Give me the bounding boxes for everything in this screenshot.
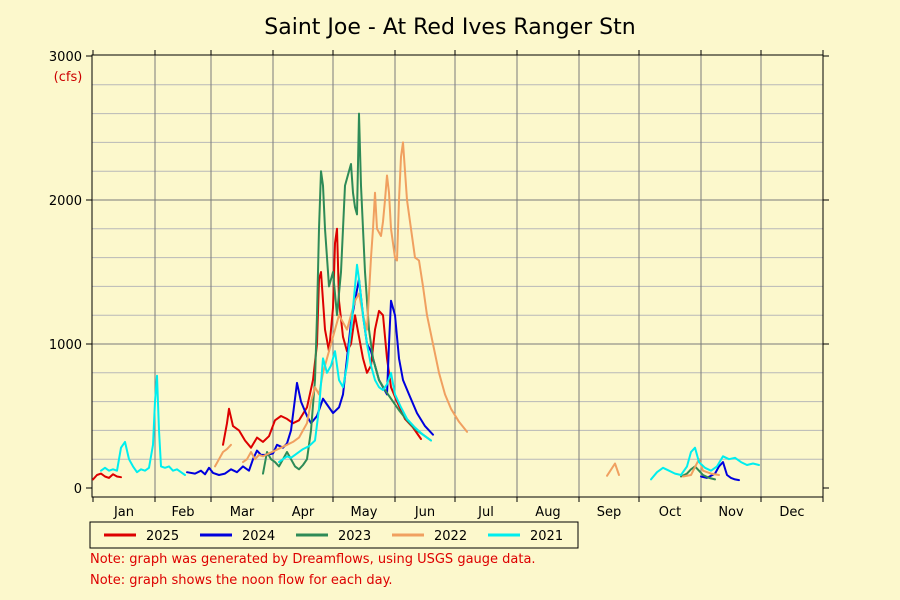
series-line-2024 (186, 278, 434, 476)
legend: 2025 2024 2023 2022 2021 (89, 521, 579, 549)
series-line-2021 (278, 263, 432, 464)
series-line-2023 (680, 465, 716, 481)
series-line-2022 (214, 443, 232, 468)
series-layer (92, 112, 760, 482)
grid-lines (92, 55, 823, 497)
y-tick-label: 1000 (49, 338, 82, 353)
series-2023 (262, 112, 716, 481)
x-tick-label: Jul (477, 505, 494, 520)
x-tick-label: Oct (659, 505, 681, 520)
x-tick-label: May (351, 505, 378, 520)
plot-frame (91, 54, 824, 498)
x-tick-label: Apr (292, 505, 315, 520)
x-tick-label: Mar (230, 505, 255, 520)
x-tick-label: Jan (113, 505, 134, 520)
series-line-2025 (92, 472, 122, 481)
series-line-2024 (700, 461, 740, 482)
note-source: Note: graph was generated by Dreamflows,… (90, 552, 536, 567)
note-noon-flow: Note: graph shows the noon flow for each… (90, 573, 393, 588)
series-2024 (186, 278, 740, 482)
legend-label-2025: 2025 (146, 529, 179, 544)
x-tick-label: Sep (597, 505, 622, 520)
x-tick-label: Dec (779, 505, 804, 520)
legend-label-2023: 2023 (338, 529, 371, 544)
x-tick-label: Feb (171, 505, 194, 520)
series-line-2021 (100, 374, 186, 476)
chart-title: Saint Joe - At Red Ives Ranger Stn (264, 15, 635, 40)
legend-label-2024: 2024 (242, 529, 275, 544)
y-tick-label: 0 (74, 482, 82, 497)
legend-label-2022: 2022 (434, 529, 467, 544)
series-line-2025 (222, 227, 422, 449)
y-tick-label: 3000 (49, 50, 82, 65)
axes: 0 1000 2000 3000 Jan Feb Mar Apr May Jun Jul Aug Sep… (49, 50, 829, 520)
x-tick-label: Jun (414, 505, 435, 520)
y-axis-unit-label: (cfs) (54, 70, 83, 85)
series-line-2022 (242, 141, 468, 464)
x-tick-label: Nov (718, 505, 744, 520)
x-tick-label: Aug (535, 505, 560, 520)
series-2021 (100, 263, 760, 481)
legend-label-2021: 2021 (530, 529, 563, 544)
series-line-2022 (606, 462, 620, 477)
y-tick-label: 2000 (49, 194, 82, 209)
series-line-2021 (650, 446, 760, 481)
